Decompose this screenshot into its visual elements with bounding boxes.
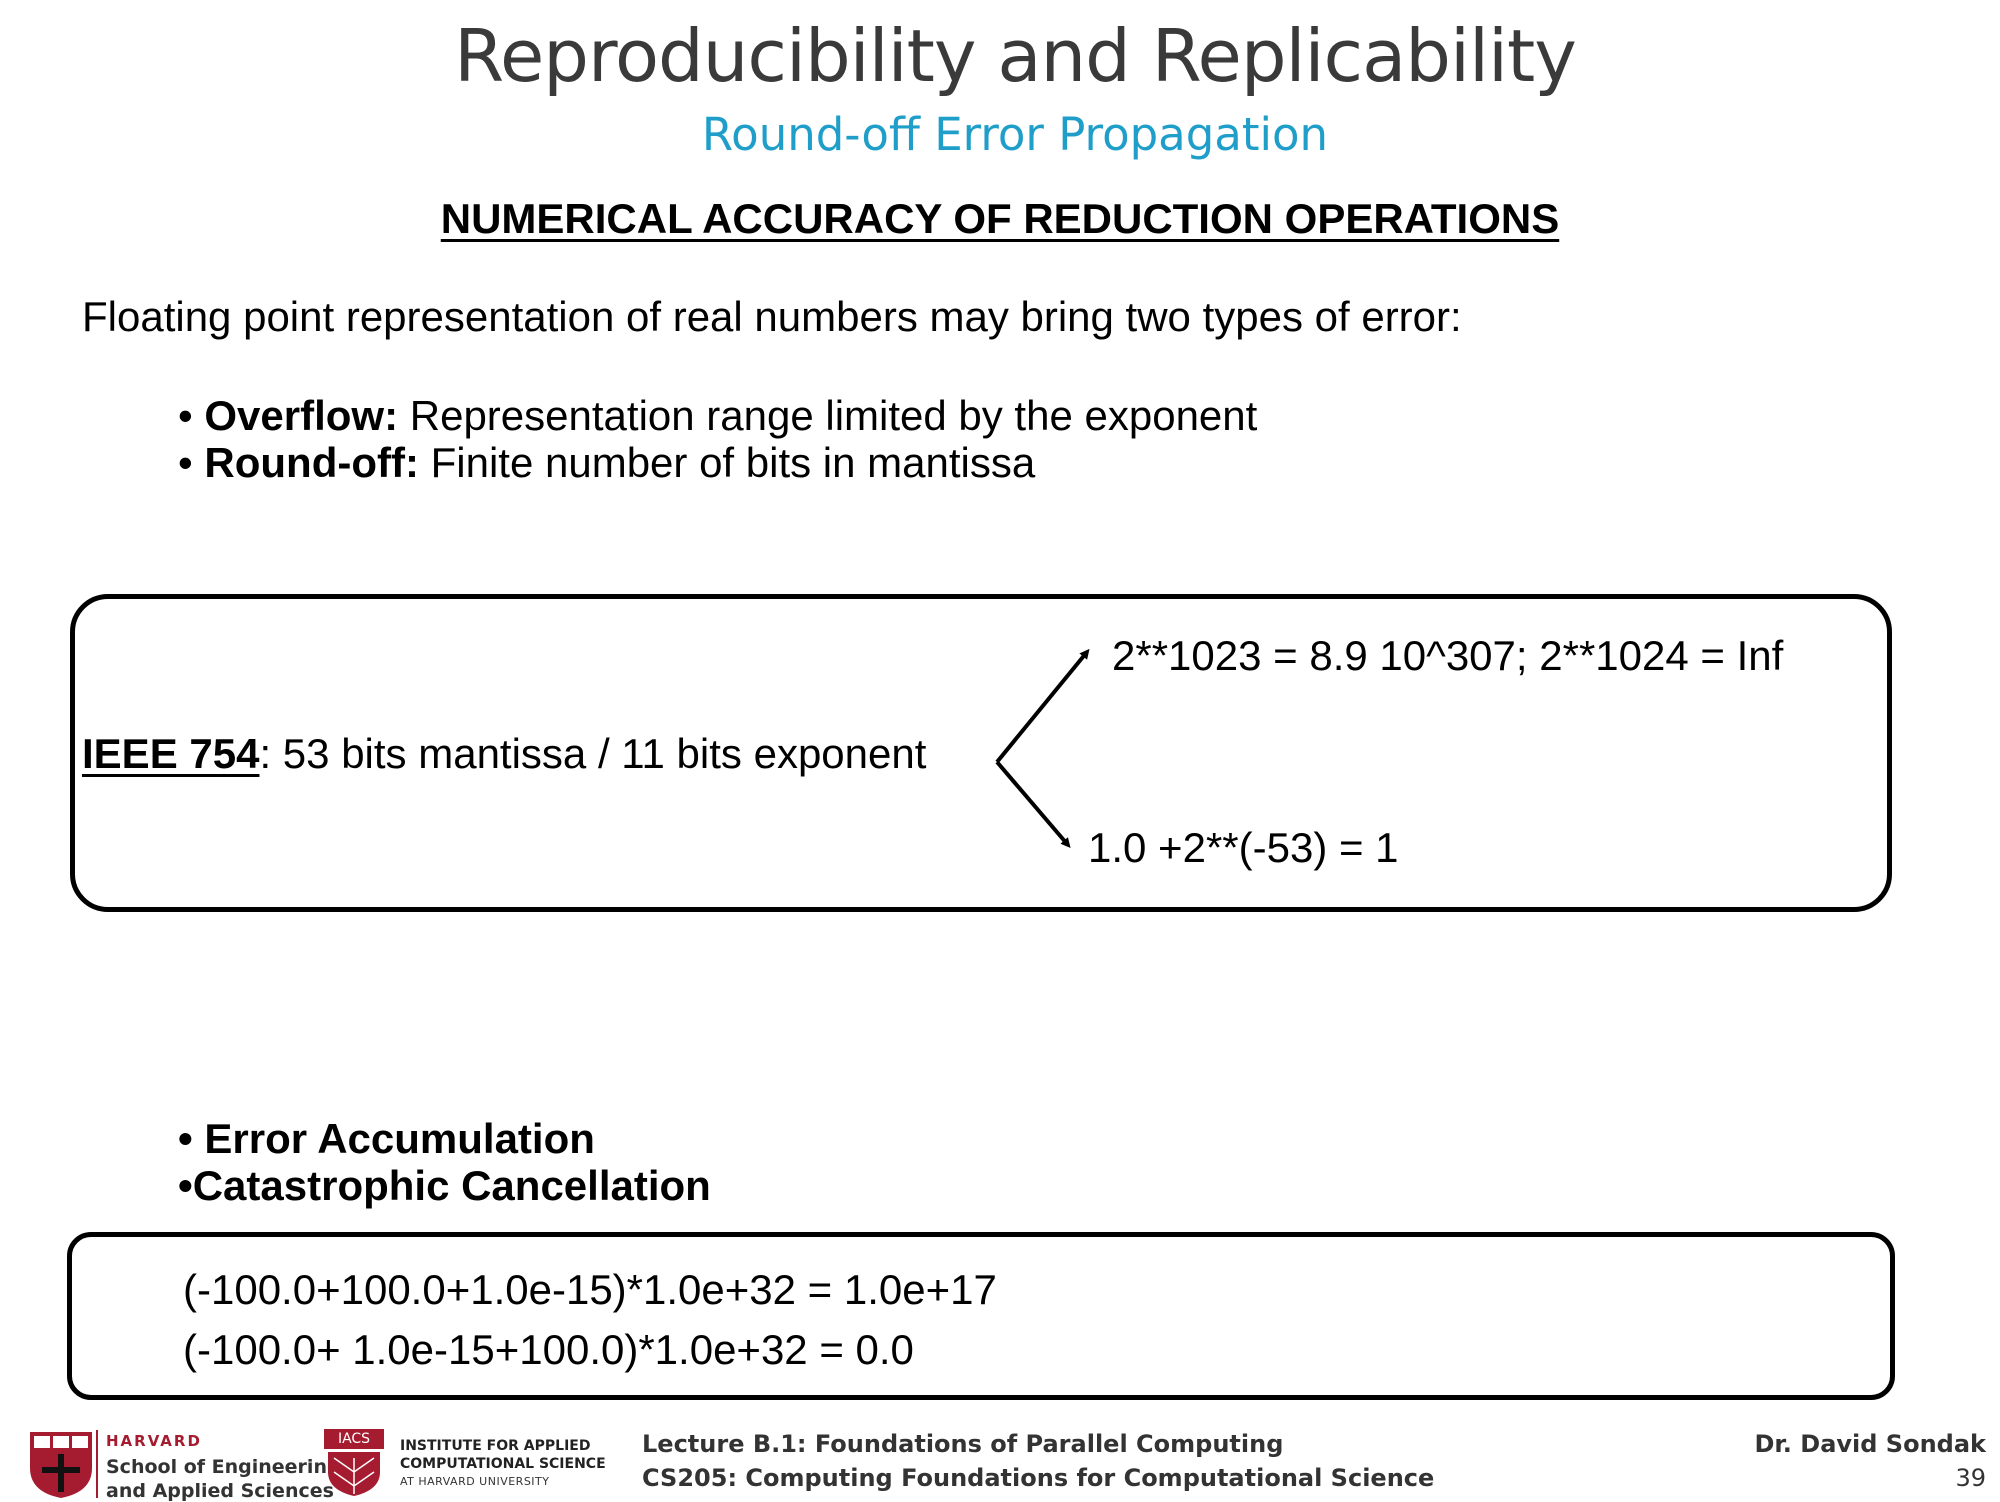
bullet-term: Round-off: bbox=[204, 439, 419, 486]
slide-title: Reproducibility and Replicability bbox=[454, 14, 1577, 98]
example-line: (-100.0+ 1.0e-15+100.0)*1.0e+32 = 0.0 bbox=[183, 1326, 914, 1373]
example-line: (-100.0+100.0+1.0e-15)*1.0e+32 = 1.0e+17 bbox=[183, 1266, 997, 1313]
list-item: •Catastrophic Cancellation bbox=[178, 1162, 711, 1209]
author-name: Dr. David Sondak bbox=[1754, 1430, 1986, 1458]
roundoff-arrow bbox=[995, 760, 1071, 849]
harvard-school-line: and Applied Sciences bbox=[106, 1480, 334, 1502]
ieee-box bbox=[70, 594, 1892, 912]
bullet-glyph: • bbox=[178, 1115, 193, 1162]
overflow-example: 2**1023 = 8.9 10^307; 2**1024 = Inf bbox=[1112, 632, 1784, 679]
intro-text: Floating point representation of real nu… bbox=[82, 293, 1462, 340]
slide-subtitle: Round-off Error Propagation bbox=[701, 108, 1329, 161]
bullet-text: Finite number of bits in mantissa bbox=[418, 439, 1036, 486]
section-heading: NUMERICAL ACCURACY OF REDUCTION OPERATIO… bbox=[440, 195, 1560, 242]
iacs-line: AT HARVARD UNIVERSITY bbox=[400, 1475, 550, 1488]
ieee-label: IEEE 754 bbox=[82, 730, 260, 777]
page-number: 39 bbox=[1955, 1464, 1986, 1492]
roundoff-example: 1.0 +2**(-53) = 1 bbox=[1088, 824, 1399, 871]
harvard-divider bbox=[96, 1430, 98, 1498]
overflow-arrow bbox=[995, 648, 1090, 764]
harvard-school-line: School of Engineering bbox=[106, 1456, 341, 1478]
error-types-list: • Overflow: Representation range limited… bbox=[178, 392, 1257, 486]
bullet-glyph: • bbox=[178, 392, 193, 439]
iacs-line: COMPUTATIONAL SCIENCE bbox=[400, 1456, 606, 1472]
bullet-glyph: • bbox=[178, 1162, 193, 1209]
ieee-detail: : 53 bits mantissa / 11 bits exponent bbox=[259, 730, 927, 777]
cancellation-box bbox=[67, 1232, 1895, 1400]
ieee-description: IEEE 754: 53 bits mantissa / 11 bits exp… bbox=[82, 730, 926, 778]
harvard-shield-icon bbox=[30, 1432, 92, 1498]
bullet-glyph: • bbox=[178, 439, 193, 486]
bullet-text: Representation range limited by the expo… bbox=[398, 392, 1258, 439]
lecture-title: Lecture B.1: Foundations of Parallel Com… bbox=[642, 1430, 1284, 1458]
bullet-text: Error Accumulation bbox=[204, 1115, 595, 1162]
course-title: CS205: Computing Foundations for Computa… bbox=[642, 1464, 1435, 1492]
list-item: • Error Accumulation bbox=[178, 1115, 711, 1162]
iacs-tag: IACS bbox=[324, 1429, 384, 1449]
bullet-term: Overflow: bbox=[204, 392, 399, 439]
harvard-name: HARVARD bbox=[106, 1432, 202, 1450]
iacs-logo-icon bbox=[328, 1452, 380, 1496]
bullet-text: Catastrophic Cancellation bbox=[192, 1162, 711, 1209]
branch-arrows bbox=[995, 648, 1090, 849]
iacs-line: INSTITUTE FOR APPLIED bbox=[400, 1438, 591, 1454]
accumulation-list: • Error Accumulation •Catastrophic Cance… bbox=[178, 1115, 711, 1209]
list-item: • Overflow: Representation range limited… bbox=[178, 392, 1257, 439]
list-item: • Round-off: Finite number of bits in ma… bbox=[178, 439, 1257, 486]
